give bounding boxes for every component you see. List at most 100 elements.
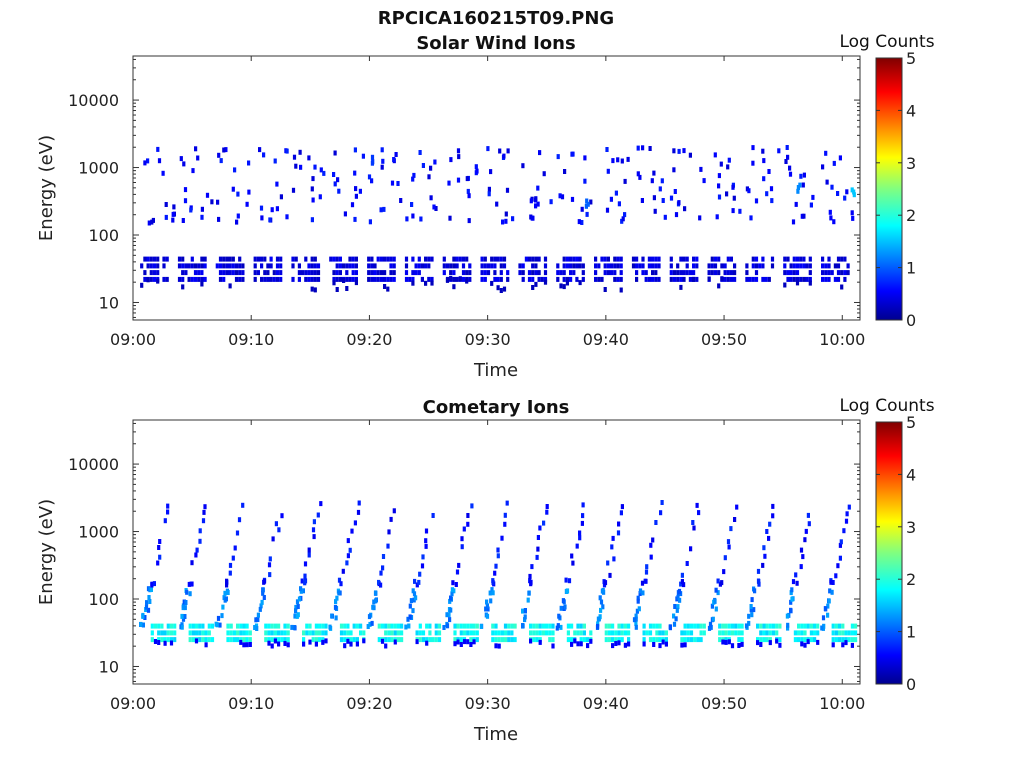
heatmap-cell (400, 637, 404, 643)
heatmap-cell (661, 639, 665, 645)
heatmap-cell (270, 637, 274, 643)
heatmap-cell (640, 580, 645, 586)
colorbar-tick-label: 4 (906, 465, 916, 484)
heatmap-cell (370, 263, 374, 269)
heatmap-cell (149, 263, 153, 269)
heatmap-cell (311, 630, 315, 636)
heatmap-cell (291, 276, 295, 282)
heatmap-cell (803, 637, 807, 643)
heatmap-cell (339, 581, 343, 587)
heatmap-cell (589, 199, 593, 205)
heatmap-cell (707, 270, 711, 276)
heatmap-cell (368, 621, 372, 627)
heatmap-cell (775, 623, 779, 629)
heatmap-cell (459, 637, 463, 643)
heatmap-cell (229, 623, 233, 629)
heatmap-cell (452, 276, 456, 282)
heatmap-cell (231, 270, 235, 276)
colorbar-tick-label: 1 (906, 259, 916, 278)
heatmap-cell (531, 263, 535, 269)
heatmap-cell (294, 256, 298, 262)
heatmap-cell (538, 639, 542, 645)
heatmap-cell (642, 630, 646, 636)
heatmap-cell (790, 587, 794, 593)
heatmap-cell (647, 256, 651, 262)
heatmap-cell (307, 263, 311, 269)
heatmap-cell (466, 521, 470, 527)
heatmap-cell (248, 637, 252, 643)
heatmap-cell (783, 263, 787, 269)
heatmap-cell (613, 270, 617, 276)
heatmap-cell (713, 270, 718, 276)
heatmap-cell (527, 270, 532, 276)
heatmap-cell (829, 215, 833, 221)
heatmap-cell (827, 598, 831, 604)
heatmap-cell (404, 256, 409, 262)
heatmap-cell (275, 256, 280, 262)
heatmap-cell (827, 256, 831, 262)
heatmap-cell (648, 630, 653, 636)
heatmap-cell (638, 588, 643, 594)
heatmap-cell (620, 630, 624, 636)
heatmap-cell (415, 630, 419, 636)
heatmap-cell (578, 280, 582, 286)
heatmap-cell (258, 147, 262, 153)
heatmap-cell (569, 263, 573, 269)
heatmap-cell (181, 284, 185, 290)
heatmap-cell (799, 564, 803, 570)
heatmap-cell (355, 637, 359, 643)
heatmap-cell (383, 284, 387, 289)
heatmap-cell (238, 263, 242, 269)
heatmap-cell (699, 630, 703, 636)
heatmap-cell (465, 176, 469, 182)
colorbar-tick-label: 4 (906, 101, 916, 120)
heatmap-cell (783, 270, 787, 276)
heatmap-cell (672, 167, 676, 173)
heatmap-cell (623, 212, 627, 218)
heatmap-cell (366, 624, 370, 629)
heatmap-cell (179, 156, 183, 162)
heatmap-cell (219, 158, 223, 164)
heatmap-cell (264, 637, 268, 643)
heatmap-cell (241, 270, 245, 276)
heatmap-cell (169, 640, 174, 646)
heatmap-cell (841, 642, 845, 648)
heatmap-cell (275, 206, 279, 212)
heatmap-cell (427, 174, 431, 180)
heatmap-cell (469, 630, 473, 636)
heatmap-cell (149, 270, 153, 276)
heatmap-cell (373, 276, 377, 282)
heatmap-cell (820, 625, 824, 631)
heatmap-cell (724, 637, 728, 643)
heatmap-cell (241, 276, 245, 282)
heatmap-cell (652, 195, 656, 201)
heatmap-cell (840, 270, 844, 276)
heatmap-cell (491, 630, 495, 636)
heatmap-cell (717, 270, 721, 276)
heatmap-cell (203, 256, 207, 262)
heatmap-cell (578, 256, 582, 262)
heatmap-cell (489, 169, 493, 175)
heatmap-cell (832, 219, 836, 225)
heatmap-cell (299, 588, 303, 594)
heatmap-cell (521, 276, 525, 282)
heatmap-cell (198, 538, 202, 544)
heatmap-cell (359, 630, 363, 636)
heatmap-cell (619, 270, 623, 276)
heatmap-cell (831, 630, 835, 636)
heatmap-cell (730, 623, 735, 629)
heatmap-cell (146, 263, 150, 269)
heatmap-cell (345, 270, 349, 276)
heatmap-cell (335, 276, 339, 282)
heatmap-cell (319, 167, 323, 173)
heatmap-cell (543, 279, 548, 285)
heatmap-cell (535, 623, 539, 629)
heatmap-cell (680, 579, 684, 584)
heatmap-cell (484, 606, 488, 612)
heatmap-cell (638, 174, 642, 180)
heatmap-cell (308, 639, 312, 645)
heatmap-cell (738, 208, 742, 214)
heatmap-cell (513, 637, 517, 643)
heatmap-cell (434, 637, 438, 643)
heatmap-cell (580, 220, 584, 225)
